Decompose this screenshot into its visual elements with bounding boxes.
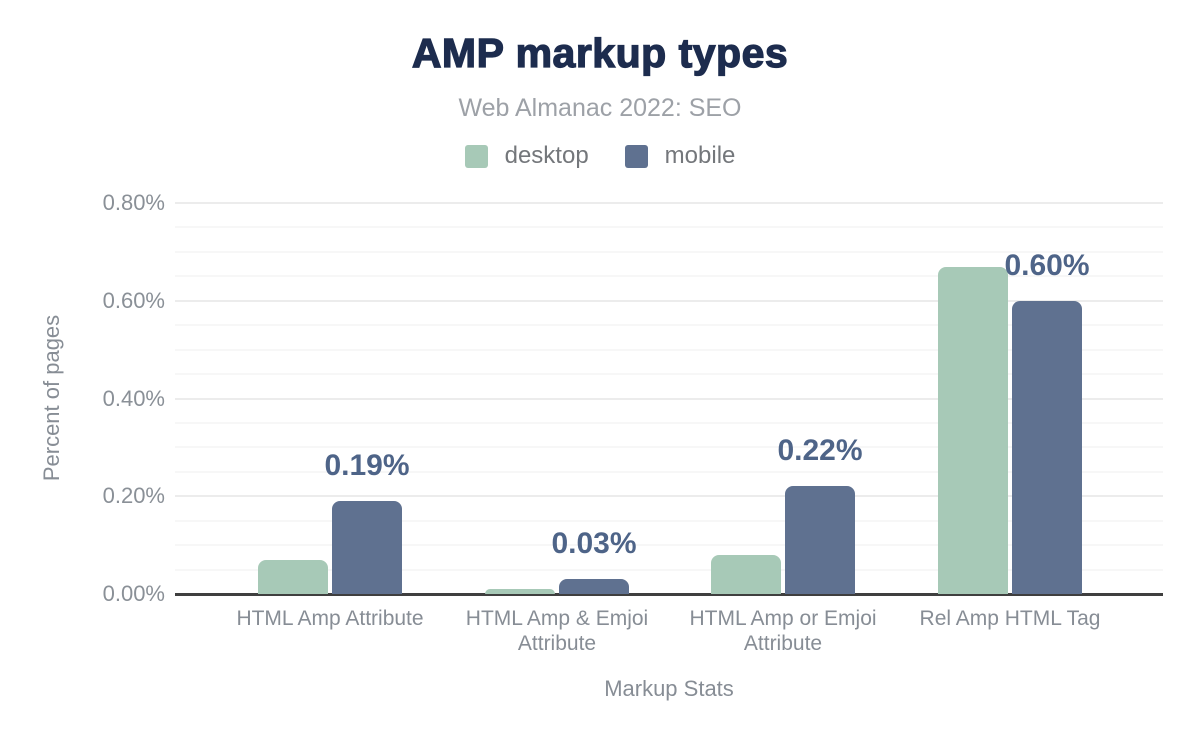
bar-mobile-3[interactable]: [785, 486, 855, 594]
bar-desktop-2[interactable]: [485, 589, 555, 594]
minor-gridline: [175, 373, 1163, 376]
minor-gridline: [175, 544, 1163, 547]
minor-gridline: [175, 568, 1163, 571]
x-category-label: HTML Amp Attribute: [236, 607, 424, 630]
bar-mobile-4[interactable]: [1012, 300, 1082, 594]
plot-area: 0.00% 0.20% 0.40% 0.60% 0.80% 0.19% HTML Amp A…: [103, 190, 1163, 655]
minor-gridline: [175, 324, 1163, 327]
x-category-label: HTML Amp or Emjoi Attribute: [689, 607, 877, 656]
x-category-label: Rel Amp HTML Tag: [919, 607, 1101, 630]
minor-gridline: [175, 348, 1163, 351]
x-axis-title: Markup Stats: [604, 676, 734, 701]
bar-desktop-1[interactable]: [258, 559, 328, 594]
minor-gridline: [175, 519, 1163, 522]
major-gridline: [175, 202, 1163, 204]
data-label: 0.19%: [324, 449, 410, 483]
bar-desktop-4[interactable]: [938, 266, 1008, 594]
bar-desktop-3[interactable]: [711, 554, 781, 594]
minor-gridline: [175, 470, 1163, 473]
legend: desktop mobile: [0, 142, 1200, 170]
legend-label: desktop: [504, 142, 589, 169]
y-tick-label: 0.00%: [102, 581, 165, 606]
legend-swatch-icon: [624, 144, 648, 168]
x-category-label: HTML Amp & Emjoi Attribute: [465, 607, 649, 656]
chart-title: AMP markup types: [411, 29, 789, 76]
bar-mobile-2[interactable]: [559, 579, 629, 594]
minor-gridline: [175, 421, 1163, 424]
major-gridline: [175, 299, 1163, 302]
y-axis-title: Percent of pages: [39, 314, 64, 482]
legend-item-desktop[interactable]: desktop: [464, 142, 589, 170]
chart-subtitle: Web Almanac 2022: SEO: [458, 94, 742, 122]
data-label: 0.60%: [1004, 248, 1090, 282]
major-gridline: [175, 397, 1163, 400]
y-tick-label: 0.40%: [102, 385, 165, 411]
legend-swatch-icon: [464, 144, 488, 168]
minor-gridline: [175, 446, 1163, 449]
y-tick-label: 0.20%: [102, 483, 165, 509]
x-axis-line: [175, 593, 1163, 596]
y-tick-label: 0.60%: [102, 287, 165, 313]
major-gridline: [175, 495, 1163, 498]
bar-mobile-1[interactable]: [332, 501, 402, 594]
minor-gridline: [175, 275, 1163, 278]
data-label: 0.03%: [551, 527, 637, 561]
legend-item-mobile[interactable]: mobile: [624, 142, 736, 170]
legend-label: mobile: [664, 142, 736, 169]
y-tick-label: 0.80%: [102, 190, 165, 215]
minor-gridline: [175, 250, 1163, 253]
minor-gridline: [175, 226, 1163, 229]
data-label: 0.22%: [777, 434, 863, 468]
